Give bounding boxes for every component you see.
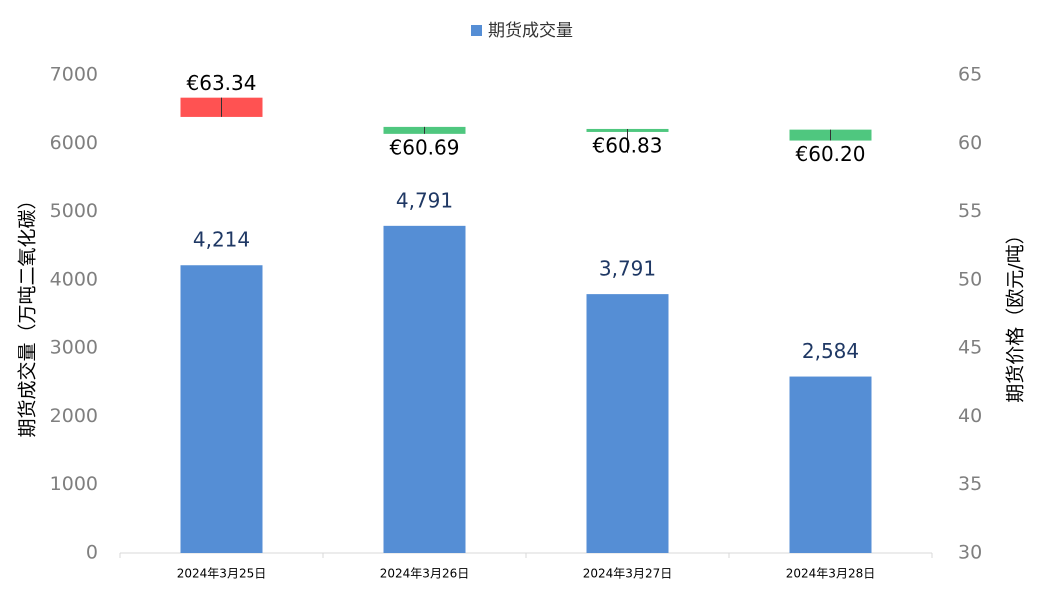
y2-tick-label: 60 xyxy=(958,132,982,154)
y2-tick-label: 50 xyxy=(958,268,982,290)
legend-label: 期货成交量 xyxy=(488,21,573,41)
y-tick-label: 0 xyxy=(86,542,98,564)
y-tick-label: 1000 xyxy=(50,473,98,495)
data-label: €60.20 xyxy=(796,142,866,166)
y-tick-label: 6000 xyxy=(50,132,98,154)
x-tick-label: 2024年3月25日 xyxy=(177,567,266,581)
y2-axis-title: 期货价格（欧元/吨） xyxy=(1005,225,1027,402)
bar xyxy=(789,376,872,553)
bar xyxy=(586,294,669,553)
y2-tick-label: 30 xyxy=(958,542,982,564)
x-tick-label: 2024年3月28日 xyxy=(786,567,875,581)
y-tick-label: 2000 xyxy=(50,405,98,427)
data-label: €60.83 xyxy=(593,133,663,157)
x-tick-label: 2024年3月26日 xyxy=(380,567,469,581)
x-tick-label: 2024年3月27日 xyxy=(583,567,672,581)
data-label: €63.34 xyxy=(187,71,257,95)
data-label: €60.69 xyxy=(390,135,460,159)
y2-tick-label: 40 xyxy=(958,405,982,427)
y-axis-title: 期货成交量（万吨二氧化碳） xyxy=(17,190,39,437)
y2-tick-label: 35 xyxy=(958,473,982,495)
bar xyxy=(180,265,263,553)
bar xyxy=(383,225,466,553)
data-label: 4,791 xyxy=(396,188,453,212)
legend-swatch xyxy=(471,25,482,36)
y2-tick-label: 55 xyxy=(958,200,982,222)
y-tick-label: 7000 xyxy=(50,64,98,86)
data-label: 3,791 xyxy=(599,257,656,281)
data-label: 2,584 xyxy=(802,339,859,363)
y2-tick-label: 65 xyxy=(958,64,982,86)
y-tick-label: 5000 xyxy=(50,200,98,222)
data-label: 4,214 xyxy=(193,228,250,252)
y-tick-label: 3000 xyxy=(50,337,98,359)
y2-tick-label: 45 xyxy=(958,337,982,359)
y-tick-label: 4000 xyxy=(50,268,98,290)
